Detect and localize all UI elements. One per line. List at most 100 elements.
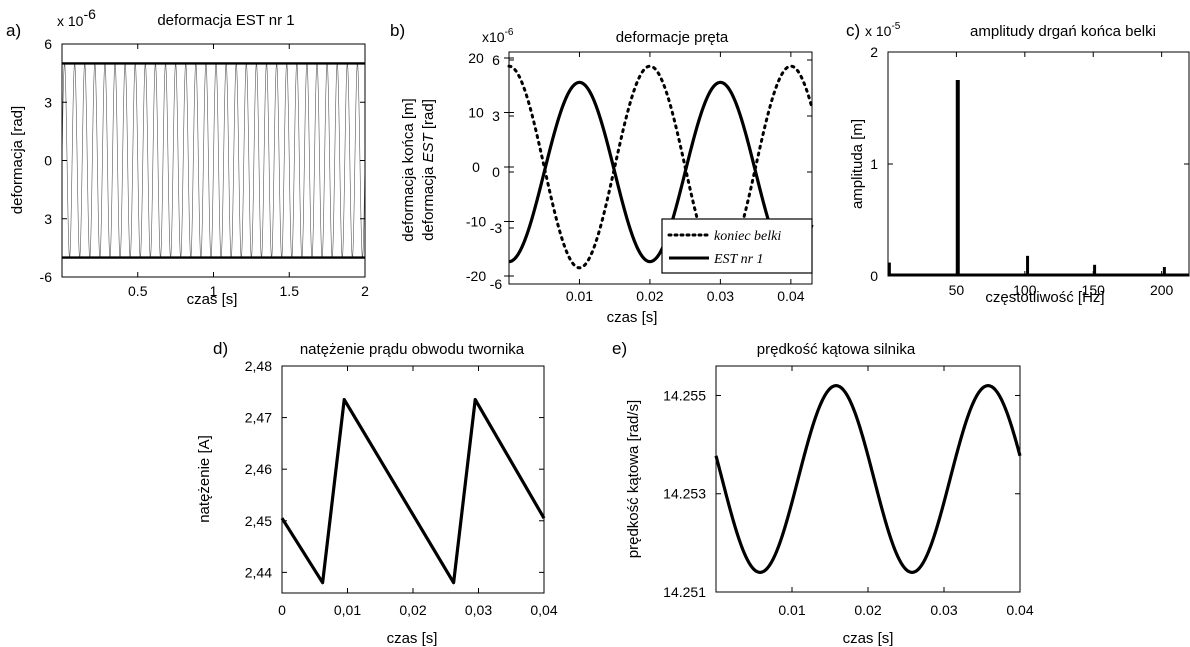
panel-b-right-ytick-label: -6	[490, 276, 503, 292]
panel-c-letter: c)	[846, 21, 860, 40]
panel-b-legend: koniec belki EST nr 1	[661, 218, 813, 274]
panel-b: b) x10-6 deformacje pręta 0.01 0.02 0.03 0.…	[390, 21, 814, 326]
panel-e-series	[714, 384, 1022, 574]
panel-c-title: amplitudy drgań końca belki	[970, 23, 1156, 40]
panel-c-xtick-label: 100	[1013, 282, 1037, 298]
panel-a-ytick-label: 3	[44, 211, 52, 227]
panel-a-ytick-label: 3	[44, 94, 52, 110]
panel-c-exponent-base: x 10	[865, 23, 892, 39]
panel-b-series-1-line	[507, 64, 814, 270]
panel-d-ylabel: natężenie [A]	[196, 435, 213, 523]
panel-c-yticks: 0 1 2	[870, 44, 1189, 284]
panel-e-xtick-label: 0.03	[930, 602, 957, 618]
panel-d-xticks: 0 0,01 0,02 0,03 0,04	[278, 366, 558, 618]
panel-d-xtick-label: 0,04	[530, 602, 557, 618]
panel-a-ytick-label: 0	[44, 153, 52, 169]
panel-e-ytick-label: 14.255	[663, 387, 706, 403]
panel-b-axes-box	[508, 51, 813, 285]
panel-d-xtick-label: 0,03	[465, 602, 492, 618]
panel-a-exponent-base: x 10	[57, 13, 84, 29]
panel-e-ylabel: prędkość kątowa [rad/s]	[625, 400, 642, 558]
panel-a-ytick-label: 6	[44, 36, 52, 52]
panel-b-exponent: x10-6	[482, 27, 514, 45]
panel-c-series	[887, 80, 1189, 277]
panel-b-right-ytick-label: -3	[490, 220, 503, 236]
panel-d-title: natężenie prądu obwodu twornika	[300, 341, 525, 358]
panel-d-yticks: 2,44 2,45 2,46 2,47 2,48	[245, 358, 544, 580]
panel-e-xlabel: czas [s]	[843, 630, 894, 647]
panel-b-left-ytick-label: -10	[466, 214, 486, 230]
panel-c-xtick-label: 150	[1082, 282, 1106, 298]
panel-b-xtick-label: 0.02	[636, 288, 663, 304]
panel-b-right-ytick-label: 6	[492, 52, 500, 68]
panel-c-exponent: x 10-5	[865, 21, 901, 39]
panel-a-xticks: 0.5 1 1.5 2	[128, 44, 369, 299]
panel-b-left-ytick-label: 10	[468, 105, 484, 121]
panel-a-xtick-label: 2	[361, 283, 369, 299]
panel-d-ytick-label: 2,46	[245, 461, 272, 477]
panel-a-ylabel: deformacja [rad]	[9, 106, 26, 214]
panel-d-xtick-label: 0,02	[399, 602, 426, 618]
panel-b-right-ytick-label: 0	[492, 164, 500, 180]
panel-b-yticks-left: -20 -10 0 10 20	[466, 50, 514, 284]
panel-e-xtick-label: 0.01	[778, 602, 805, 618]
panel-b-legend-label-2: EST nr 1	[713, 252, 764, 267]
panel-b-ylabel-left: deformacja końca [m]	[400, 98, 417, 241]
panel-c-xticks: 50 100 150 200	[949, 52, 1174, 298]
panel-d-letter: d)	[213, 339, 228, 358]
panel-a-exponent-power: -6	[83, 6, 96, 22]
panel-d: d) natężenie prądu obwodu twornika 0 0,01…	[196, 339, 558, 647]
panel-b-xlabel: czas [s]	[607, 309, 658, 326]
panel-d-xtick-label: 0	[278, 602, 286, 618]
panel-d-series	[280, 397, 546, 585]
panel-e-xticks: 0.01 0.02 0.03 0.04	[778, 366, 1034, 618]
panel-a-series	[61, 62, 366, 259]
panel-e-xtick-label: 0.02	[854, 602, 881, 618]
panel-a-xtick-label: 1.5	[280, 283, 300, 299]
panel-c-xtick-label: 50	[949, 282, 965, 298]
panel-d-ytick-label: 2,45	[245, 513, 272, 529]
panel-e-title: prędkość kątowa silnika	[757, 341, 916, 358]
panel-b-left-ytick-label: 0	[472, 159, 480, 175]
panel-e-series-line	[714, 384, 1022, 574]
panel-b-legend-box	[661, 218, 813, 274]
panel-c: c) x 10-5 amplitudy drgań końca belki 50…	[846, 21, 1190, 306]
panel-e-ytick-label: 14.253	[663, 486, 706, 502]
panel-b-exponent-power: -6	[505, 27, 514, 38]
panel-a: a) x 10-6 deformacja EST nr 1 0.5 1 1.5 2 -…	[6, 6, 369, 308]
panel-a-xtick-label: 0.5	[128, 283, 148, 299]
panel-b-xtick-label: 0.03	[707, 288, 734, 304]
panel-a-oscillation-line	[61, 62, 366, 259]
panel-b-letter: b)	[390, 21, 405, 40]
panel-d-ytick-label: 2,47	[245, 410, 272, 426]
panel-a-xlabel: czas [s]	[187, 291, 238, 308]
panel-d-ytick-label: 2,44	[245, 564, 272, 580]
panel-e: e) prędkość kątowa silnika 0.01 0.02 0.03 0…	[612, 339, 1034, 647]
panel-d-xtick-label: 0,01	[334, 602, 361, 618]
panel-b-exponent-base: x10	[482, 29, 505, 45]
panel-a-title: deformacja EST nr 1	[157, 12, 294, 29]
panel-b-yticks-right: -6 -3 0 3 6	[490, 52, 812, 292]
panel-c-ytick-label: 1	[870, 156, 878, 172]
panel-c-ylabel: amplituda [m]	[849, 119, 866, 209]
panel-e-letter: e)	[612, 339, 627, 358]
panel-b-left-ytick-label: -20	[466, 268, 486, 284]
panel-b-ylabel-right-prefix: deformacja	[420, 163, 437, 241]
panel-b-right-ytick-label: 3	[492, 108, 500, 124]
panel-e-ytick-label: 14.251	[663, 584, 706, 600]
panel-b-xticks: 0.01 0.02 0.03 0.04	[566, 52, 805, 304]
panel-c-exponent-power: -5	[891, 21, 900, 32]
panel-d-series-line	[280, 397, 546, 585]
panel-c-xlabel: częstotliwość [Hz]	[985, 289, 1104, 306]
panel-b-series-2-line	[508, 80, 814, 264]
panel-a-ytick-label: -6	[40, 269, 53, 285]
panel-e-yticks: 14.251 14.253 14.255	[663, 387, 1020, 600]
panel-b-ylabel-right: deformacja EST [rad]	[420, 99, 437, 241]
panel-d-axes-box	[281, 365, 545, 594]
panel-b-ylabel-right-italic: EST	[420, 131, 437, 162]
panel-d-ytick-label: 2,48	[245, 358, 272, 374]
panel-b-title: deformacje pręta	[616, 29, 729, 46]
panel-e-xtick-label: 0.04	[1006, 602, 1033, 618]
panel-b-series	[507, 64, 814, 270]
